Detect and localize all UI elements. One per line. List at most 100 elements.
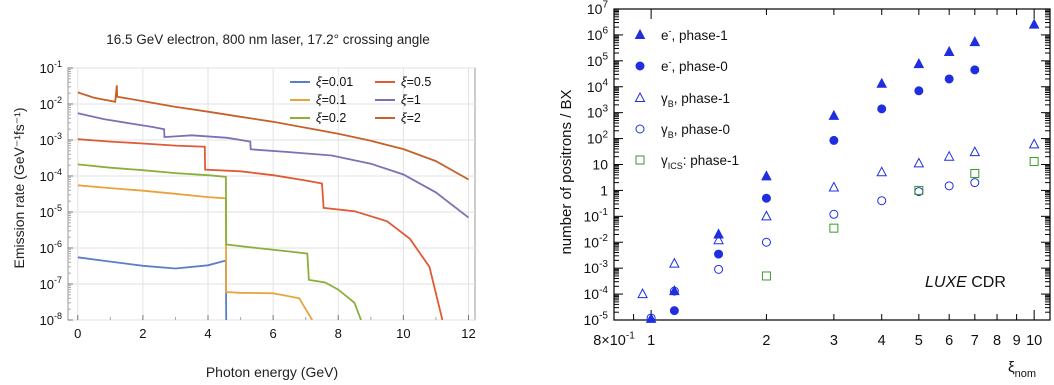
right-x-tick-label: 1 xyxy=(647,333,655,349)
right-marker-triangle xyxy=(637,288,648,299)
right-marker-square xyxy=(635,155,645,165)
right-x-tick-label: 8 xyxy=(993,333,1001,349)
right-x-tick-label: 3 xyxy=(830,333,838,349)
right-marker-circle xyxy=(669,286,679,296)
left-series-line xyxy=(77,112,470,219)
left-y-tick-label: 10-4 xyxy=(40,167,62,184)
right-marker-triangle xyxy=(634,91,646,102)
right-marker-square xyxy=(1029,157,1039,167)
right-y-tick-label: 10-4 xyxy=(584,285,609,302)
right-marker-triangle xyxy=(1028,18,1040,29)
left-x-tick-label: 2 xyxy=(139,326,146,341)
right-legend-label: γB, phase-0 xyxy=(661,122,730,140)
right-marker-circle xyxy=(829,209,839,219)
left-legend-label: ξ=0.2 xyxy=(316,111,346,125)
right-marker-circle xyxy=(944,181,954,191)
right-marker-triangle xyxy=(761,170,772,181)
right-marker-triangle xyxy=(913,157,925,168)
right-y-tick-label: 10 xyxy=(592,157,608,173)
right-chart-ylabel: number of positrons / BX xyxy=(558,89,575,254)
right-marker-square xyxy=(761,271,771,281)
right-y-tick-label: 10-2 xyxy=(584,233,609,250)
right-y-tick-label: 10-1 xyxy=(584,207,609,224)
right-marker-triangle xyxy=(828,109,840,120)
right-x-tick-label: 9 xyxy=(1013,333,1021,349)
left-y-tick-label: 10-8 xyxy=(40,311,62,328)
right-marker-triangle xyxy=(713,228,724,239)
right-marker-circle xyxy=(669,306,679,316)
left-chart-ylabel: Emission rate (GeV⁻¹fs⁻¹) xyxy=(11,107,27,268)
right-y-tick-label: 10-3 xyxy=(584,259,609,276)
right-marker-triangle xyxy=(943,150,955,161)
right-y-tick-label: 104 xyxy=(587,77,609,94)
right-x-tick-label: 2 xyxy=(762,333,770,349)
right-legend-label: e-, phase-0 xyxy=(661,57,728,74)
right-legend-label: γB, phase-1 xyxy=(661,91,730,109)
right-marker-circle xyxy=(914,86,924,96)
right-marker-triangle xyxy=(969,35,981,47)
left-x-tick-label: 12 xyxy=(461,326,475,341)
right-marker-square xyxy=(970,168,980,178)
right-marker-square xyxy=(914,185,924,195)
left-legend-label: ξ=0.1 xyxy=(316,93,346,107)
right-plot-area: 10-510-410-310-210-111010210310410510610… xyxy=(584,0,1051,349)
left-x-tick-label: 0 xyxy=(74,326,81,341)
left-x-tick-label: 4 xyxy=(204,326,211,341)
right-y-tick-label: 105 xyxy=(587,52,609,69)
right-marker-circle xyxy=(761,193,771,203)
right-marker-circle xyxy=(944,74,954,84)
right-marker-triangle xyxy=(943,45,955,56)
right-marker-square xyxy=(829,223,839,233)
right-y-tick-label: 107 xyxy=(587,0,609,17)
right-y-tick-label: 103 xyxy=(587,103,609,120)
right-marker-triangle xyxy=(669,257,680,268)
right-x-tick-label: 4 xyxy=(878,333,886,349)
right-marker-triangle xyxy=(876,166,888,177)
left-x-tick-label: 6 xyxy=(270,326,277,341)
left-y-tick-label: 10-5 xyxy=(40,203,62,220)
right-marker-circle xyxy=(829,135,839,145)
right-x-tick-label: 8×10-1 xyxy=(593,330,635,349)
left-chart: 16.5 GeV electron, 800 nm laser, 17.2° c… xyxy=(11,32,476,380)
right-marker-triangle xyxy=(913,58,925,69)
right-marker-circle xyxy=(714,264,724,274)
right-marker-circle xyxy=(635,124,645,134)
right-legend-label: e-, phase-1 xyxy=(661,26,728,43)
right-marker-circle xyxy=(970,178,980,188)
left-y-tick-label: 10-2 xyxy=(40,95,62,112)
left-series-line xyxy=(77,163,362,320)
right-marker-triangle xyxy=(713,234,724,245)
left-legend-label: ξ=0.5 xyxy=(401,75,431,89)
right-marker-triangle xyxy=(1028,138,1040,149)
left-series-line xyxy=(77,138,444,320)
right-marker-circle xyxy=(714,249,724,259)
left-chart-title: 16.5 GeV electron, 800 nm laser, 17.2° c… xyxy=(106,32,430,47)
left-y-tick-label: 10-3 xyxy=(40,131,62,148)
right-annotation: LUXE CDR xyxy=(925,274,1006,291)
right-x-tick-label: 6 xyxy=(945,333,953,349)
right-chart-xlabel: ξnom xyxy=(1008,359,1036,380)
left-legend-label: ξ=2 xyxy=(401,111,421,125)
right-x-tick-label: 7 xyxy=(971,333,979,349)
right-marker-circle xyxy=(646,313,656,323)
right-marker-triangle xyxy=(828,181,840,192)
left-x-tick-label: 8 xyxy=(335,326,342,341)
left-y-tick-label: 10-6 xyxy=(40,239,62,256)
right-marker-triangle xyxy=(634,28,646,39)
left-series-line xyxy=(77,85,469,181)
left-y-tick-label: 10-7 xyxy=(40,275,62,292)
right-marker-circle xyxy=(761,237,771,247)
left-chart-xlabel: Photon energy (GeV) xyxy=(206,364,338,380)
left-plot-area: 10-8 10-7 10-6 10-5 10-4 10-3 10-2 10-1 0 2 4 6 8 10 1… xyxy=(40,59,476,341)
left-legend-label: ξ=0.01 xyxy=(316,75,353,89)
right-y-tick-label: 1 xyxy=(600,182,608,198)
right-y-tick-label: 102 xyxy=(587,129,609,146)
right-y-tick-label: 106 xyxy=(587,26,609,43)
right-marker-circle xyxy=(877,196,887,206)
right-chart: number of positrons / BX ξnom 10-5 10-4 10… xyxy=(558,0,1051,380)
right-plot-frame xyxy=(613,8,1051,321)
left-legend-label: ξ=1 xyxy=(401,93,421,107)
right-x-tick-label: 10 xyxy=(1026,333,1042,349)
right-marker-triangle xyxy=(761,210,772,221)
